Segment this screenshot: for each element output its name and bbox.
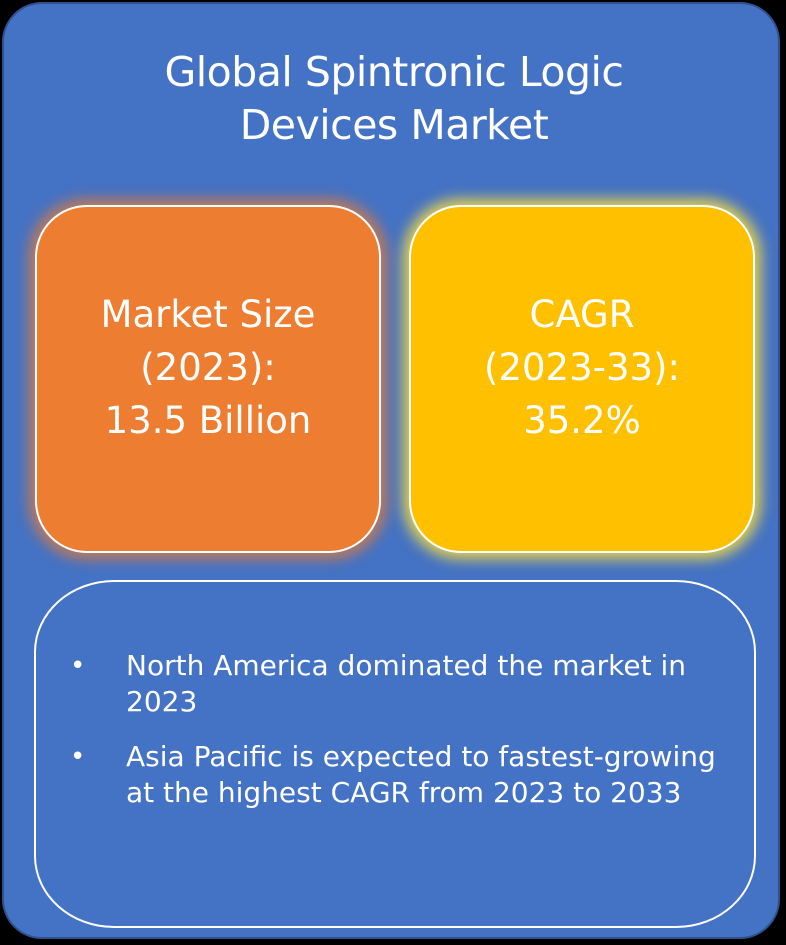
- infographic-title: Global Spintronic Logic Devices Market: [44, 46, 744, 152]
- market-size-year: (2023):: [140, 345, 276, 389]
- bullet-icon: •: [70, 651, 86, 681]
- title-line-2: Devices Market: [239, 101, 549, 149]
- insight-item: • Asia Pacific is expected to fastest-gr…: [66, 739, 716, 811]
- key-insights-box: • North America dominated the market in …: [34, 580, 756, 928]
- insight-item: • North America dominated the market in …: [66, 648, 716, 720]
- cagr-card: CAGR (2023-33): 35.2%: [409, 205, 755, 553]
- cagr-value: 35.2%: [523, 398, 641, 442]
- insight-text: North America dominated the market in 20…: [126, 649, 686, 718]
- insight-text: Asia Pacific is expected to fastest-grow…: [126, 740, 716, 809]
- cagr-label: CAGR: [529, 292, 635, 336]
- title-line-1: Global Spintronic Logic: [164, 48, 624, 96]
- cagr-period: (2023-33):: [484, 345, 680, 389]
- insights-list: • North America dominated the market in …: [66, 648, 716, 830]
- market-size-card: Market Size (2023): 13.5 Billion: [35, 205, 381, 553]
- market-size-label: Market Size: [100, 292, 316, 336]
- market-size-value: 13.5 Billion: [104, 398, 312, 442]
- bullet-icon: •: [70, 742, 86, 772]
